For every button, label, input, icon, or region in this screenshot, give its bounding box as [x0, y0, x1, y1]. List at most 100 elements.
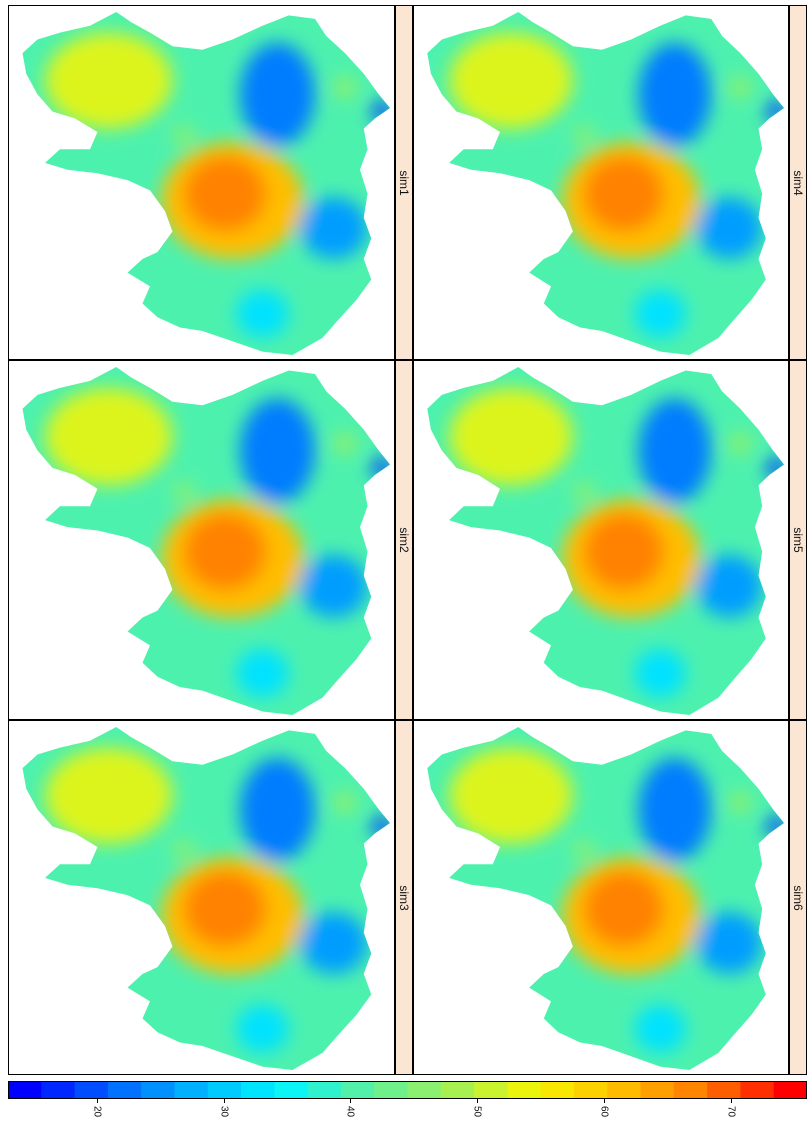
panel-label: sim6 [791, 884, 805, 911]
color-key-swatch [507, 1081, 542, 1099]
map-field-patch [729, 77, 752, 98]
map-surface [22, 12, 390, 355]
panel-label: sim2 [397, 527, 411, 553]
map-field-patch [634, 1004, 686, 1053]
color-key-tick [730, 1099, 732, 1103]
map-surface [427, 12, 785, 355]
map-panel-sim6 [413, 720, 789, 1075]
color-key-tick-label: 50 [471, 1105, 483, 1118]
map-field-patch [172, 481, 195, 503]
color-key-tick [223, 1099, 225, 1103]
map-field-patch [765, 101, 785, 122]
map-field-patch [45, 32, 173, 129]
map-field-patch [696, 912, 763, 974]
map-field-patch [333, 433, 357, 454]
map-field-patch [183, 513, 267, 590]
map-field-patch [449, 32, 573, 129]
color-key-swatch [207, 1081, 242, 1099]
panel-label: sim3 [397, 884, 411, 911]
color-key-tick-label: 30 [218, 1105, 230, 1118]
color-key-swatch [740, 1081, 775, 1099]
color-key-swatch [440, 1081, 475, 1099]
map-field-patch [236, 648, 289, 698]
map-field-patch [765, 457, 785, 479]
color-key-swatch [573, 1081, 608, 1099]
map-field-patch [300, 912, 368, 974]
panel-label: sim4 [791, 169, 805, 196]
map-field-patch [583, 156, 664, 232]
map-field-patch [236, 289, 289, 338]
color-key-swatch [8, 1081, 42, 1099]
map-field-patch [696, 197, 763, 259]
color-key [8, 1081, 807, 1099]
color-key-swatch [107, 1081, 142, 1099]
color-key-swatch [707, 1081, 741, 1099]
color-key-swatch [607, 1081, 642, 1099]
color-key-swatch [673, 1081, 708, 1099]
map-field-patch [638, 757, 712, 861]
map-field-patch [638, 398, 712, 503]
map-field-patch [183, 871, 267, 947]
map-field-patch [240, 42, 315, 146]
map-field-patch [696, 554, 763, 618]
map-field-patch [583, 871, 664, 947]
map-field-patch [300, 197, 368, 259]
map-panel-sim5 [413, 360, 789, 720]
map-panel-sim3 [8, 720, 395, 1075]
color-key-swatch [474, 1081, 508, 1099]
map-panel-sim4 [413, 5, 789, 360]
panel-label: sim1 [397, 169, 411, 196]
color-key-tick-label: 20 [91, 1105, 103, 1118]
color-key-swatch [374, 1081, 408, 1099]
map-field-patch [45, 387, 173, 486]
map-field-patch [729, 792, 752, 813]
strip-sim2: sim2 [395, 360, 413, 720]
strip-sim6: sim6 [789, 720, 807, 1075]
map-field-patch [333, 792, 357, 813]
map-field-patch [333, 77, 357, 98]
map-field-patch [572, 481, 595, 503]
map-field-patch [240, 398, 315, 503]
map-field-patch [634, 289, 686, 338]
strip-sim1: sim1 [395, 5, 413, 360]
map-field-patch [371, 457, 390, 479]
map-surface [22, 727, 390, 1070]
map-field-patch [765, 816, 785, 837]
map-field-patch [634, 648, 686, 698]
map-field-patch [638, 42, 712, 146]
map-field-patch [449, 747, 573, 844]
map-field-patch [45, 747, 173, 844]
map-field-patch [300, 554, 368, 618]
color-key-swatch [540, 1081, 575, 1099]
map-field-patch [172, 840, 195, 861]
panel-label: sim5 [791, 527, 805, 553]
map-field-patch [172, 125, 195, 146]
map-field-patch [236, 1004, 289, 1053]
color-key-tick [96, 1099, 98, 1103]
map-panel-sim1 [8, 5, 395, 360]
map-field-patch [572, 125, 595, 146]
map-field-patch [240, 757, 315, 861]
color-key-tick-label: 40 [344, 1105, 356, 1118]
color-key-swatch [340, 1081, 375, 1099]
color-key-swatch [174, 1081, 209, 1099]
color-key-swatch [307, 1081, 342, 1099]
color-key-tick [350, 1099, 352, 1103]
map-field-patch [371, 816, 390, 837]
color-key-tick-label: 60 [598, 1105, 610, 1118]
map-field-patch [729, 433, 752, 454]
color-key-swatch [274, 1081, 309, 1099]
color-key-swatch [640, 1081, 675, 1099]
map-panel-sim2 [8, 360, 395, 720]
map-field-patch [183, 156, 267, 232]
strip-sim4: sim4 [789, 5, 807, 360]
map-field-patch [583, 513, 664, 590]
map-surface [22, 367, 390, 715]
color-key-tick [477, 1099, 479, 1103]
map-surface [427, 727, 785, 1070]
color-key-swatch [141, 1081, 175, 1099]
color-key-tick-label: 70 [725, 1105, 737, 1118]
color-key-tick [604, 1099, 606, 1103]
map-surface [427, 367, 785, 715]
color-key-swatch [241, 1081, 275, 1099]
